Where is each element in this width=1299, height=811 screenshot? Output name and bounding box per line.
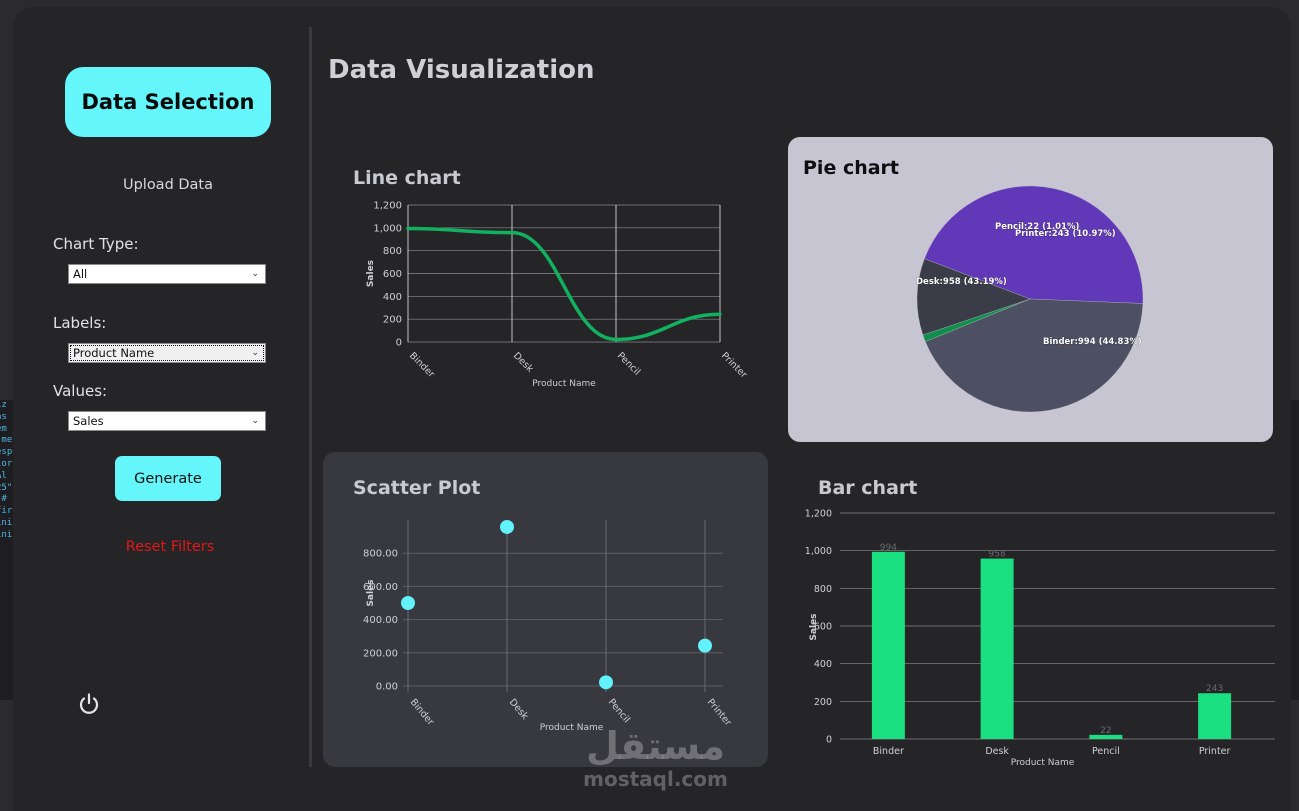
labels-label: Labels: — [53, 314, 107, 332]
scatter-x-tick-label: Binder — [408, 697, 436, 728]
bar-x-tick-label: Pencil — [1092, 746, 1120, 757]
watermark: مستقل mostaql.com — [568, 725, 743, 791]
scatter-y-tick-label: 600.00 — [363, 582, 398, 593]
watermark-arabic: مستقل — [586, 724, 725, 768]
bar-chart-title: Bar chart — [818, 477, 918, 499]
line-x-tick-label: Binder — [407, 350, 437, 380]
pie-slice — [924, 185, 1144, 304]
values-label: Values: — [53, 382, 108, 400]
line-chart-title: Line chart — [353, 167, 461, 189]
pie-chart-panel: Pie chart Binder:994 (44.83%) Desk:958 (4… — [788, 137, 1273, 442]
scatter-y-tick-label: 0.00 — [376, 682, 398, 693]
scatter-plot: 0.00 200.00 400.00 600.00 800.00 Binder Desk Pe… — [363, 519, 734, 733]
labels-select[interactable]: Product Name ⌄ — [68, 343, 266, 363]
generate-button[interactable]: Generate — [115, 456, 221, 501]
line-y-tick-label: 1,200 — [373, 201, 402, 212]
chevron-down-icon: ⌄ — [251, 269, 259, 279]
pie-slice — [925, 298, 1144, 413]
bar-y-tick-label: 200 — [814, 697, 832, 708]
scatter-point — [401, 596, 415, 610]
chart-type-select[interactable]: All ⌄ — [68, 264, 266, 284]
pie-slice-label: Desk:958 (43.19%) — [916, 277, 1007, 287]
scatter-point — [500, 519, 514, 534]
sidebar-divider — [309, 27, 312, 767]
bar-y-tick-label: 600 — [814, 622, 832, 633]
bar-y-tick-label: 0 — [826, 735, 832, 746]
line-chart: 0 200 400 600 800 1,000 1,200 Binder Desk Pencil P… — [366, 201, 749, 390]
labels-value: Product Name — [73, 346, 155, 360]
scatter-y-tick-label: 200.00 — [363, 648, 398, 659]
bar-x-tick-label: Binder — [873, 746, 904, 757]
values-value: Sales — [73, 414, 104, 428]
line-y-tick-label: 400 — [383, 292, 402, 303]
bar — [871, 551, 905, 739]
background-editor: izasem'meesplorAl25""#firiniini — [0, 400, 14, 700]
scatter-plot-title: Scatter Plot — [353, 477, 481, 499]
bar-x-tick-label: Desk — [985, 746, 1009, 757]
bar-data-label: 243 — [1206, 684, 1223, 694]
line-y-tick-label: 1,000 — [373, 223, 402, 234]
pie-slice — [916, 258, 1031, 336]
values-select[interactable]: Sales ⌄ — [68, 411, 266, 431]
line-x-tick-label: Desk — [511, 350, 536, 375]
pie-chart: Binder:994 (44.83%) Desk:958 (43.19%) Penc… — [916, 185, 1144, 413]
bar-y-tick-label: 800 — [814, 584, 832, 595]
bar-y-tick-label: 1,200 — [805, 509, 832, 520]
scatter-y-axis-label: Sales — [366, 579, 376, 606]
bar-y-tick-label: 400 — [814, 659, 832, 670]
bar-chart-panel: Bar chart 0 200 400 600 800 1,000 1,200 994 Bind… — [788, 467, 1278, 767]
scatter-x-tick-label: Pencil — [606, 697, 632, 725]
bar-x-axis-label: Product Name — [1011, 758, 1075, 767]
bar-data-label: 958 — [989, 550, 1006, 560]
power-icon[interactable] — [76, 691, 102, 717]
pie-chart-title: Pie chart — [803, 157, 900, 179]
line-series — [406, 226, 722, 342]
scatter-x-axis-label: Product Name — [540, 723, 604, 733]
scatter-plot-panel: Scatter Plot 0.00 200.00 400.00 600.00 800.0… — [323, 452, 768, 767]
scatter-x-tick-label: Desk — [507, 697, 531, 723]
bar-chart: 0 200 400 600 800 1,000 1,200 994 Binder 958 Desk 2… — [805, 509, 1275, 767]
scatter-point — [599, 675, 613, 690]
scatter-y-tick-label: 400.00 — [363, 615, 398, 626]
bar-y-axis-label: Sales — [809, 613, 819, 640]
line-x-axis-label: Product Name — [532, 379, 596, 389]
scatter-y-tick-label: 800.00 — [363, 549, 398, 560]
pie-slice-label: Pencil:22 (1.01%) — [995, 222, 1079, 232]
chevron-down-icon: ⌄ — [251, 416, 259, 426]
line-y-tick-label: 800 — [383, 246, 402, 257]
line-x-tick-label: Printer — [719, 350, 749, 380]
bar-y-tick-label: 1,000 — [805, 546, 832, 557]
line-x-tick-label: Pencil — [615, 350, 642, 377]
data-selection-button[interactable]: Data Selection — [65, 67, 271, 137]
watermark-latin: mostaql.com — [583, 767, 728, 791]
bar-data-label: 994 — [880, 543, 897, 553]
line-chart-panel: Line chart 0 200 400 600 800 1,000 1,200 Binder… — [323, 137, 773, 437]
bar — [1198, 693, 1232, 739]
chevron-down-icon: ⌄ — [251, 348, 259, 358]
upload-data-link[interactable]: Upload Data — [122, 177, 214, 193]
scatter-point — [698, 638, 712, 653]
bar-data-label: 22 — [1100, 726, 1111, 736]
chart-type-label: Chart Type: — [53, 235, 139, 253]
app-window: Data Selection Upload Data Chart Type: A… — [13, 7, 1291, 811]
line-y-tick-label: 200 — [383, 315, 402, 326]
line-y-axis-label: Sales — [366, 260, 376, 287]
line-y-tick-label: 0 — [396, 338, 402, 349]
bar-x-tick-label: Printer — [1199, 746, 1231, 757]
reset-filters-link[interactable]: Reset Filters — [125, 539, 215, 555]
bar — [980, 558, 1014, 739]
page-title: Data Visualization — [328, 55, 595, 85]
pie-slice-label: Binder:994 (44.83%) — [1043, 337, 1142, 347]
pie-slice-label: Printer:243 (10.97%) — [1015, 229, 1116, 239]
chart-type-value: All — [73, 267, 88, 281]
bar — [1089, 734, 1123, 739]
line-y-tick-label: 600 — [383, 269, 402, 280]
